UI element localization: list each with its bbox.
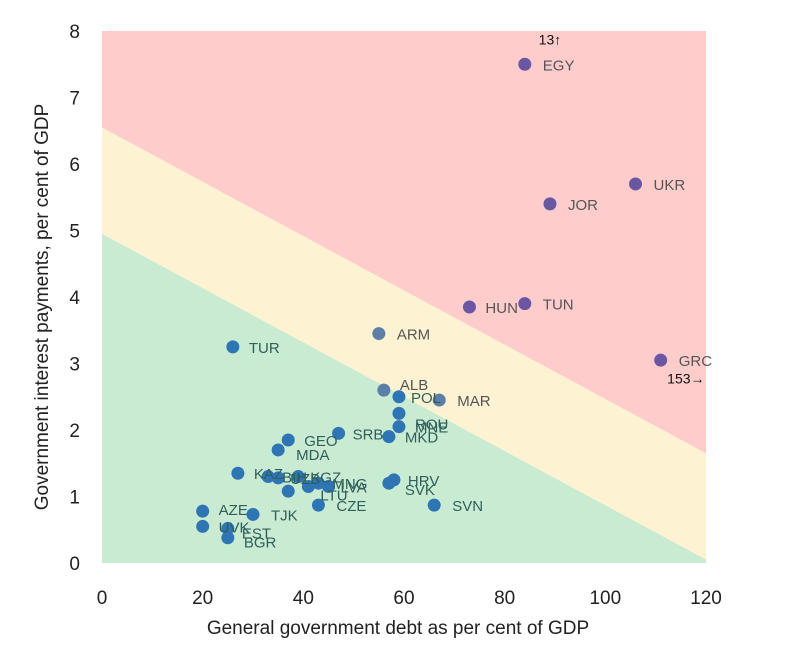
data-point [281, 484, 295, 498]
point-label-rou: ROU [415, 416, 448, 433]
y-tick-label: 5 [69, 222, 80, 243]
data-point-pol [392, 390, 406, 404]
y-axis-ticks: 0 1 2 3 4 5 6 7 8 [69, 22, 80, 575]
data-point-mng [311, 476, 325, 490]
data-point-srb [332, 426, 346, 440]
y-tick-label: 7 [69, 89, 80, 110]
data-point-mar [432, 393, 446, 407]
point-label-egy: EGY [543, 57, 575, 74]
y-axis-title: Government interest payments, per cent o… [32, 104, 53, 511]
point-label-geo: GEO [304, 433, 337, 450]
point-label-mng: MNG [332, 476, 367, 493]
y-tick-label: 4 [69, 288, 80, 309]
data-point-est [221, 521, 235, 535]
point-label-est: EST [242, 525, 271, 542]
annotations: 13↑ 153→ [539, 31, 705, 386]
point-label-srb: SRB [353, 426, 384, 443]
point-label-bgr: BGR [244, 535, 277, 552]
point-label-tjk: TJK [271, 507, 298, 524]
point-label-kgz: KGZ [310, 470, 341, 487]
point-label-mkd: MKD [405, 430, 439, 447]
x-tick-label: 20 [192, 588, 213, 609]
data-point-grc [654, 353, 668, 367]
data-point-geo [281, 433, 295, 447]
annotation-1: 153→ [667, 370, 704, 386]
x-axis-title: General government debt as per cent of G… [207, 618, 589, 639]
data-point-kaz [231, 466, 245, 480]
data-point-tur [226, 340, 240, 354]
data-point-bgr [221, 531, 235, 545]
point-label-arm: ARM [397, 327, 430, 344]
x-tick-label: 80 [494, 588, 515, 609]
point-label-hun: HUN [485, 300, 518, 317]
x-tick-label: 100 [589, 588, 621, 609]
point-label-mda: MDA [296, 447, 329, 464]
data-point-tjk [246, 507, 260, 521]
point-label-pol: POL [411, 390, 441, 407]
point-label-lva: LVA [341, 480, 367, 497]
data-point-hun [462, 300, 476, 314]
point-label-mar: MAR [457, 393, 491, 410]
point-label-svn: SVN [452, 498, 483, 515]
point-label-tun: TUN [543, 297, 574, 314]
data-point-egy [518, 57, 532, 71]
data-point-mne [392, 420, 406, 434]
data-point-ukr [629, 177, 643, 191]
x-tick-label: 0 [97, 588, 108, 609]
data-point-ltu [301, 480, 315, 494]
data-point-aze [196, 504, 210, 518]
y-tick-label: 2 [69, 421, 80, 442]
point-label-tur: TUR [249, 340, 280, 357]
y-tick-label: 6 [69, 155, 80, 176]
x-tick-label: 60 [393, 588, 414, 609]
point-label-ltu: LTU [320, 488, 347, 505]
data-point-bih [261, 470, 275, 484]
y-tick-label: 8 [69, 22, 80, 43]
data-point-svn [427, 498, 441, 512]
data-point-arm [372, 327, 386, 341]
point-label-uzb: UZB [290, 471, 320, 488]
point-label-jor: JOR [568, 197, 598, 214]
data-point-tun [518, 297, 532, 311]
y-tick-label: 3 [69, 355, 80, 376]
y-tick-label: 1 [69, 488, 80, 509]
point-label-hrv: HRV [408, 473, 439, 490]
point-label-cze: CZE [336, 498, 366, 515]
point-label-uvk: UVK [219, 519, 250, 536]
data-points [196, 57, 668, 545]
point-label-aze: AZE [219, 502, 248, 519]
data-point-mkd [382, 430, 396, 444]
data-point-uzb [271, 471, 285, 485]
x-axis-ticks: 0 20 40 60 80 100 120 [97, 588, 722, 609]
point-label-mne: MNE [415, 420, 448, 437]
x-tick-label: 40 [293, 588, 314, 609]
data-point-uvk [196, 519, 210, 533]
data-point-alb [377, 383, 391, 397]
point-label-kaz: KAZ [254, 466, 283, 483]
data-point-mda [271, 443, 285, 457]
annotation-0: 13↑ [539, 31, 562, 47]
data-point-rou [392, 406, 406, 420]
data-point-cze [311, 498, 325, 512]
point-label-grc: GRC [679, 353, 713, 370]
data-point-lva [322, 480, 335, 494]
x-tick-label: 120 [690, 588, 722, 609]
point-label-alb: ALB [400, 377, 428, 394]
data-point-kgz [291, 470, 305, 484]
data-point-svk [382, 476, 396, 490]
point-label-ukr: UKR [654, 177, 686, 194]
data-point-jor [543, 197, 557, 211]
point-label-svk: SVK [405, 482, 435, 499]
y-tick-label: 0 [69, 554, 80, 575]
point-label-bih: BIH [282, 470, 307, 487]
